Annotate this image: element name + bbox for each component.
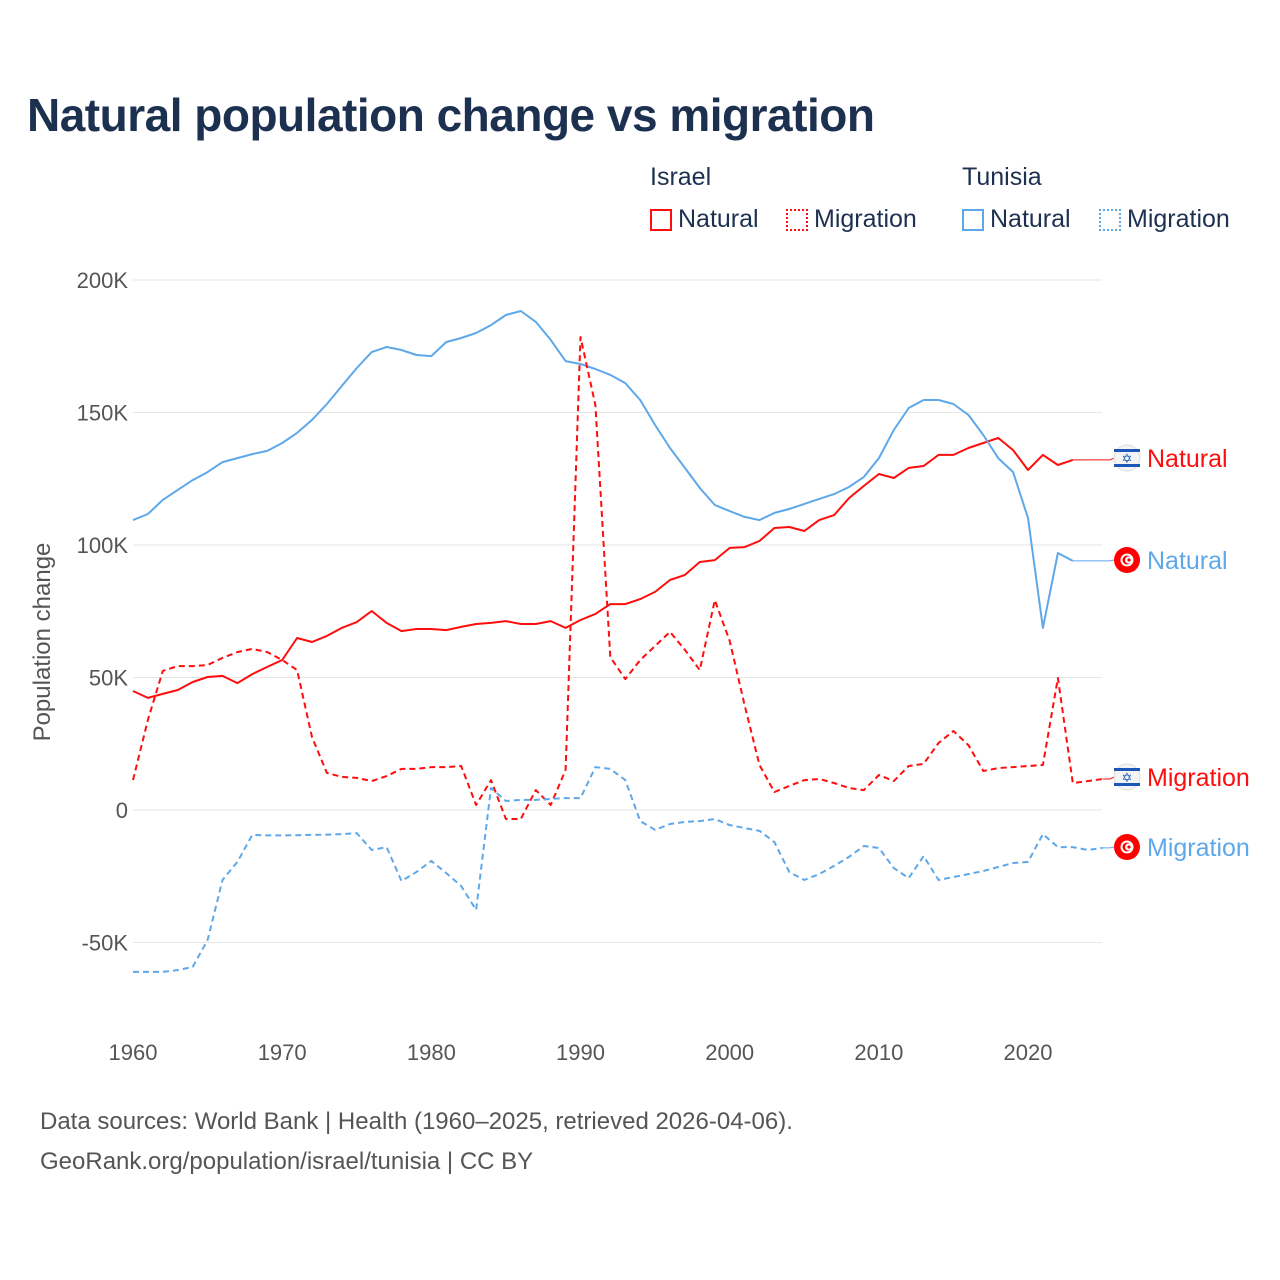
star-icon — [1127, 845, 1131, 849]
y-tick-label: 100K — [77, 533, 129, 558]
label-connector — [1102, 776, 1115, 780]
label-connector — [1072, 457, 1115, 461]
legend-swatch-dotted — [786, 208, 808, 231]
series-line-tunisia-migration — [133, 766, 1103, 973]
x-tick-label: 1990 — [556, 1040, 605, 1065]
label-connector — [1102, 846, 1115, 849]
label-connector — [1072, 559, 1115, 562]
x-tick-label: 1980 — [407, 1040, 456, 1065]
legend-label: Migration — [1127, 205, 1230, 233]
series-end-label: Natural — [1147, 547, 1228, 575]
x-tick-label: 1960 — [109, 1040, 158, 1065]
legend-label: Natural — [678, 205, 759, 233]
legend-swatch-solid — [962, 208, 984, 231]
series-line-tunisia-natural — [132, 310, 1074, 629]
y-tick-label: -50K — [82, 931, 129, 956]
legend-tunisia-natural[interactable]: Natural — [962, 205, 1071, 234]
legend-swatch-dotted — [1099, 208, 1121, 231]
legend-israel-natural[interactable]: Natural — [650, 205, 759, 234]
y-tick-label: 0 — [116, 798, 128, 823]
star-of-david-icon: ✡ — [1122, 770, 1133, 785]
y-axis-label: Population change — [29, 543, 56, 742]
y-tick-label: 150K — [77, 401, 129, 426]
series-end-label: Natural — [1147, 445, 1228, 473]
series-end-label: Migration — [1147, 764, 1250, 792]
footer-credit[interactable]: GeoRank.org/population/israel/tunisia | … — [40, 1148, 534, 1175]
x-tick-label: 2000 — [705, 1040, 754, 1065]
legend-tunisia-migration[interactable]: Migration — [1099, 205, 1230, 234]
flag-stripe — [1114, 464, 1140, 467]
flag-stripe — [1114, 449, 1140, 452]
series-line-israel-natural — [132, 436, 1074, 699]
series-end-label: Migration — [1147, 834, 1250, 862]
footer-sources: Data sources: World Bank | Health (1960–… — [40, 1108, 793, 1135]
legend-group-israel: Israel — [650, 163, 712, 191]
flag-stripe — [1114, 768, 1140, 771]
legend-israel-migration[interactable]: Migration — [786, 205, 917, 234]
x-tick-label: 2020 — [1004, 1040, 1053, 1065]
legend-label: Natural — [990, 205, 1071, 233]
chart-title: Natural population change vs migration — [27, 89, 875, 141]
y-tick-label: 50K — [89, 666, 128, 691]
star-of-david-icon: ✡ — [1122, 451, 1133, 466]
y-tick-label: 200K — [77, 268, 129, 293]
legend-label: Migration — [814, 205, 917, 233]
x-tick-label: 2010 — [854, 1040, 903, 1065]
series-line-israel-migration — [132, 336, 1103, 820]
flag-stripe — [1114, 783, 1140, 786]
legend-swatch-solid — [650, 208, 672, 231]
x-tick-label: 1970 — [258, 1040, 307, 1065]
legend-group-tunisia: Tunisia — [962, 163, 1042, 191]
star-icon — [1127, 558, 1131, 562]
